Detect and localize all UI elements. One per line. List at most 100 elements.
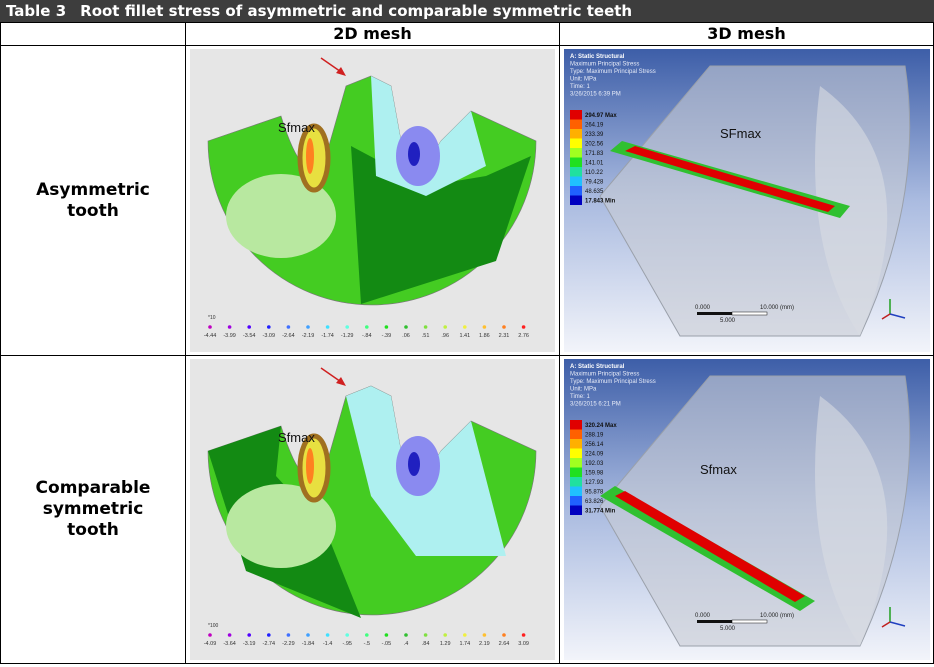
legend-swatch: [570, 139, 582, 149]
legend-dot: [502, 325, 506, 329]
legend-dot: [424, 633, 428, 637]
row-label-line: symmetric: [36, 499, 151, 520]
legend-dot: [483, 325, 487, 329]
legend-label: -2.74: [263, 641, 276, 647]
scale-label: 0.000: [695, 305, 711, 311]
legend-dot: [522, 633, 526, 637]
legend-label: 2.19: [479, 641, 490, 647]
legend-dot: [287, 325, 291, 329]
legend-label: 288.19: [585, 433, 604, 439]
result-header: 3/26/2015 6:21 PM: [570, 402, 621, 408]
legend-label: -3.99: [223, 333, 236, 339]
legend-swatch: [570, 196, 582, 206]
legend-dot: [228, 633, 232, 637]
legend-label: 3.09: [518, 641, 529, 647]
legend-label: .84: [422, 641, 430, 647]
legend-dot: [365, 633, 369, 637]
legend-swatch: [570, 186, 582, 196]
legend-label: -.39: [382, 333, 391, 339]
legend-dot: [326, 325, 330, 329]
scale-bar: [697, 312, 732, 315]
fe-3d-image: SfmaxA: Static StructuralMaximum Princip…: [560, 356, 933, 663]
legend-dot: [345, 325, 349, 329]
legend-label: -.84: [362, 333, 371, 339]
result-header: Time: 1: [570, 84, 590, 90]
legend-label: 171.83: [585, 151, 604, 157]
legend-label: 141.01: [585, 161, 604, 167]
callout: Sfmax: [700, 462, 737, 477]
legend-dot: [404, 633, 408, 637]
callout: SFmax: [720, 126, 762, 141]
scale-label: 10.000 (mm): [760, 305, 794, 311]
legend-label: -.05: [382, 641, 391, 647]
legend-label: 1.41: [459, 333, 470, 339]
result-header: Time: 1: [570, 394, 590, 400]
legend-swatch: [570, 439, 582, 449]
legend-dot: [365, 325, 369, 329]
legend-dot: [287, 633, 291, 637]
stress-core: [408, 142, 420, 166]
result-header: Type: Maximum Principal Stress: [570, 69, 656, 75]
legend-label: 110.22: [585, 170, 604, 176]
legend-swatch: [570, 477, 582, 487]
callout: Sfmax: [278, 120, 315, 135]
legend-label: 1.86: [479, 333, 490, 339]
legend-label: -1.29: [341, 333, 354, 339]
legend-label: 233.39: [585, 132, 604, 138]
legend-label: -2.64: [282, 333, 295, 339]
legend-label: -4.44: [204, 333, 217, 339]
legend-dot: [228, 325, 232, 329]
scale-bar: [697, 620, 732, 623]
legend-swatch: [570, 468, 582, 478]
cell-2d: Sfmax*100-4.09-3.64-3.19-2.74-2.29-1.84-…: [185, 355, 560, 664]
legend-label: 127.93: [585, 480, 604, 486]
legend-label: -3.19: [243, 641, 256, 647]
legend-label: 2.76: [518, 333, 529, 339]
legend-dot: [502, 633, 506, 637]
legend-swatch: [570, 167, 582, 177]
legend-swatch: [570, 487, 582, 497]
result-header: A: Static Structural: [570, 364, 625, 370]
legend-label: 95.878: [585, 490, 604, 496]
legend-swatch: [570, 110, 582, 120]
legend-dot: [208, 633, 212, 637]
legend-swatch: [570, 430, 582, 440]
legend-dot: [522, 325, 526, 329]
legend-label: .51: [422, 333, 430, 339]
legend-label: 1.74: [459, 641, 470, 647]
fe-2d-image: Sfmax*100-4.09-3.64-3.19-2.74-2.29-1.84-…: [186, 356, 559, 663]
scale-bar: [732, 620, 767, 623]
result-header: Unit: MPa: [570, 77, 597, 83]
header-cell: [0, 22, 186, 46]
legend-swatch: [570, 420, 582, 430]
legend-unit: *10: [208, 315, 216, 321]
legend-swatch: [570, 120, 582, 130]
legend-dot: [247, 325, 251, 329]
legend-dot: [404, 325, 408, 329]
legend-dot: [483, 633, 487, 637]
result-header: 3/26/2015 6:39 PM: [570, 92, 621, 98]
legend-dot: [267, 633, 271, 637]
legend-swatch: [570, 129, 582, 139]
legend-swatch: [570, 496, 582, 506]
legend-label: -1.4: [323, 641, 332, 647]
legend-dot: [463, 633, 467, 637]
stress-core: [408, 452, 420, 476]
legend-label: -3.64: [223, 641, 236, 647]
legend-dot: [208, 325, 212, 329]
fe-2d-image: Sfmax*10-4.44-3.99-3.54-3.09-2.64-2.19-1…: [186, 46, 559, 355]
legend-label: 224.09: [585, 452, 604, 458]
cell-3d: SfmaxA: Static StructuralMaximum Princip…: [559, 355, 934, 664]
legend-dot: [463, 325, 467, 329]
legend-dot: [267, 325, 271, 329]
legend-swatch: [570, 449, 582, 459]
scale-label: 10.000 (mm): [760, 613, 794, 619]
header-cell: 2D mesh: [185, 22, 560, 46]
legend-label: -.95: [342, 641, 351, 647]
legend-label: .06: [402, 333, 410, 339]
row-label-line: tooth: [36, 201, 150, 222]
legend-swatch: [570, 506, 582, 516]
legend-label: 294.97 Max: [585, 113, 617, 119]
